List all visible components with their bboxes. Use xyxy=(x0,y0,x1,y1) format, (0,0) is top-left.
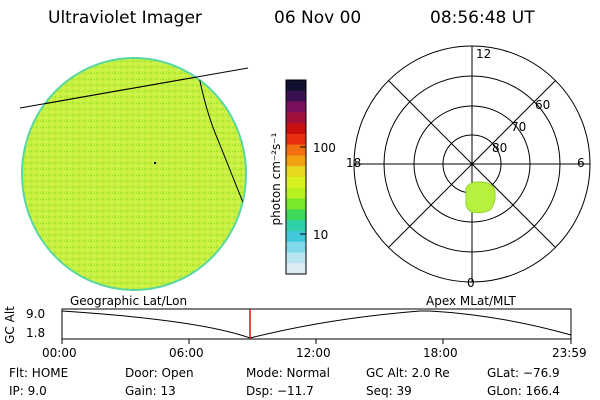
glat-info: GLat: −76.9 xyxy=(487,366,560,380)
lat-label-80: 80 xyxy=(492,141,508,155)
door-info: Door: Open xyxy=(125,366,194,380)
left-panel-label: Geographic Lat/Lon xyxy=(70,294,188,308)
colorbar-swatch xyxy=(286,177,306,189)
gain-info: Gain: 13 xyxy=(125,384,176,398)
colorbar-swatch xyxy=(286,101,306,113)
window-title: Ultraviolet Imager xyxy=(48,8,202,28)
time-axis-label: 23:59 xyxy=(552,346,587,360)
colorbar-tick-label: 100 xyxy=(313,141,336,155)
lat-label-70: 70 xyxy=(511,120,527,134)
colorbar-swatch xyxy=(286,112,306,124)
colorbar-border xyxy=(285,79,307,275)
colorbar-swatch xyxy=(286,123,306,135)
time-ticks xyxy=(61,339,572,344)
mlt-label-0: 0 xyxy=(467,276,475,290)
colorbar-swatch xyxy=(286,220,306,232)
altitude-curve xyxy=(61,310,572,339)
time-axis-label: 18:00 xyxy=(423,346,458,360)
altitude-ymax-label: 9.0 xyxy=(26,307,46,321)
altitude-ylabel: GC Alt xyxy=(3,306,17,344)
altitude-ymin-label: 1.8 xyxy=(26,326,46,340)
date-label: 06 Nov 00 xyxy=(274,8,362,28)
colorbar-swatch xyxy=(286,263,306,275)
colorbar xyxy=(285,79,307,275)
ip-info: IP: 9.0 xyxy=(9,384,47,398)
time-label: 08:56:48 UT xyxy=(430,8,535,28)
mode-info: Mode: Normal xyxy=(246,366,330,380)
time-axis-label: 12:00 xyxy=(296,346,331,360)
colorbar-swatch xyxy=(286,144,306,156)
colorbar-swatch xyxy=(286,198,306,210)
mlt-label-18: 18 xyxy=(346,156,362,170)
altitude-plot xyxy=(61,308,572,344)
time-axis-label: 00:00 xyxy=(42,346,77,360)
colorbar-swatch xyxy=(286,133,306,146)
flight-info: Flt: HOME xyxy=(9,366,69,380)
colorbar-tick-label: 10 xyxy=(313,228,329,242)
colorbar-unit-label: photon cm⁻²s⁻¹ xyxy=(269,132,283,226)
glon-info: GLon: 166.4 xyxy=(487,384,560,398)
colorbar-swatch xyxy=(286,230,306,243)
dsp-info: Dsp: −11.7 xyxy=(246,384,314,398)
auroral-oval xyxy=(465,181,496,214)
colorbar-swatch xyxy=(286,187,306,200)
globe-image xyxy=(19,57,249,291)
mlt-label-12: 12 xyxy=(476,47,492,61)
colorbar-swatch xyxy=(286,80,306,92)
colorbar-swatch xyxy=(286,90,306,103)
colorbar-swatch xyxy=(286,155,306,167)
colorbar-swatch xyxy=(286,166,306,178)
colorbar-swatch xyxy=(286,209,306,221)
latlon-grid-line xyxy=(196,65,246,211)
colorbar-ticks xyxy=(300,146,306,235)
gc-alt-info: GC Alt: 2.0 Re xyxy=(366,366,450,380)
seq-info: Seq: 39 xyxy=(366,384,412,398)
colorbar-swatch xyxy=(286,241,306,253)
colorbar-swatch xyxy=(286,252,306,264)
mlt-label-6: 6 xyxy=(577,156,585,170)
lat-label-60: 60 xyxy=(535,98,551,112)
polar-plot xyxy=(353,45,591,283)
right-panel-label: Apex MLat/MLT xyxy=(426,294,516,308)
time-axis-label: 06:00 xyxy=(169,346,204,360)
